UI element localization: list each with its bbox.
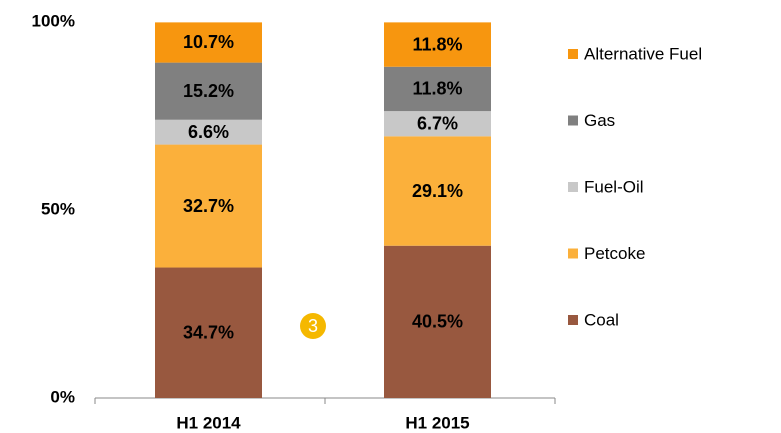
legend-swatch — [568, 49, 578, 59]
data-label: 6.7% — [417, 113, 458, 133]
bar-segment — [384, 66, 491, 112]
data-label: 11.8% — [412, 79, 462, 99]
legend-swatch — [568, 315, 578, 325]
page-number: 3 — [308, 316, 318, 336]
x-tick-label: H1 2014 — [176, 413, 241, 432]
legend-label: Alternative Fuel — [584, 44, 702, 63]
bar-segment — [384, 136, 491, 246]
data-label: 10.7% — [183, 32, 234, 52]
data-label: 29.1% — [412, 181, 463, 201]
legend-label: Coal — [584, 310, 619, 329]
legend-label: Fuel-Oil — [584, 177, 644, 196]
bar-segment — [155, 267, 262, 398]
bar-segment — [384, 22, 491, 67]
data-label: 40.5% — [412, 312, 463, 332]
legend-label: Gas — [584, 111, 615, 130]
data-label: 34.7% — [183, 323, 234, 343]
bar-segment — [155, 119, 262, 145]
bar-segment — [155, 62, 262, 120]
bar-segment — [384, 111, 491, 137]
data-label: 32.7% — [183, 196, 234, 216]
page-badge — [300, 313, 326, 339]
y-tick-label: 0% — [50, 387, 75, 406]
legend-label: Petcoke — [584, 244, 645, 263]
y-tick-label: 50% — [41, 199, 75, 218]
data-label: 15.2% — [183, 81, 234, 101]
data-label: 11.8% — [412, 34, 462, 54]
bar-segment — [155, 144, 262, 268]
x-tick-label: H1 2015 — [405, 413, 469, 432]
legend-swatch — [568, 182, 578, 192]
bar-segment — [384, 245, 491, 398]
y-tick-label: 100% — [32, 11, 75, 30]
legend-swatch — [568, 115, 578, 126]
bar-segment — [155, 22, 262, 63]
data-label: 6.6% — [188, 122, 229, 142]
legend-swatch — [568, 248, 578, 259]
